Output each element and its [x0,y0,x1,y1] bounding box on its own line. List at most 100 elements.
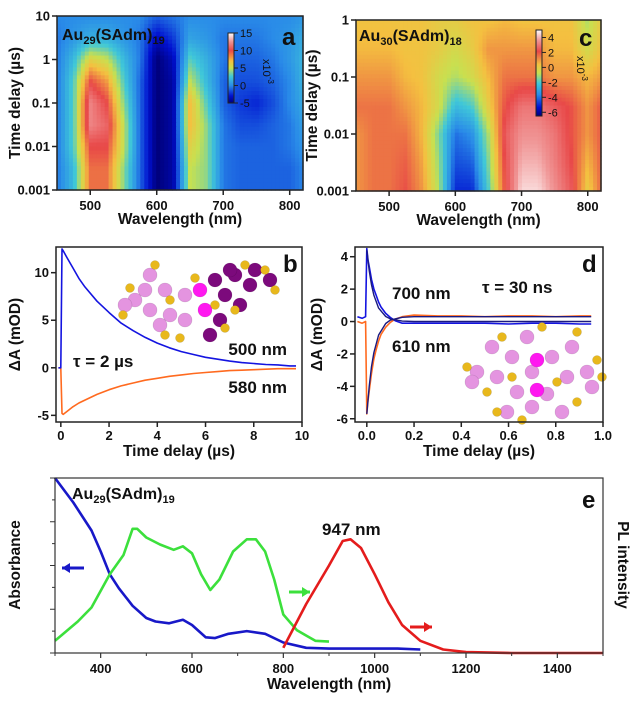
heatmap-cell [295,67,300,72]
heatmap-cell [577,66,582,72]
heatmap-cell [494,105,499,110]
heatmap-cell [124,154,130,159]
heatmap-cell [60,130,66,136]
heatmap-cell [287,166,292,171]
heatmap-cell [92,186,98,191]
heatmap-cell [176,47,181,53]
heatmap-cell [108,27,114,33]
heatmap-cell [431,132,436,138]
heatmap-cell [68,83,74,88]
heatmap-cell [283,170,288,175]
heatmap-cell [116,178,122,183]
heatmap-cell [359,93,365,99]
gold-atom [202,327,218,343]
heatmap-cell [239,154,245,159]
heatmap-cell [458,82,464,87]
heatmap-cell [160,186,165,191]
heatmap-cell [124,99,130,104]
heatmap-cell [160,138,165,144]
heatmap-cell [442,74,448,79]
heatmap-cell [120,170,126,175]
heatmap-cell [191,174,197,179]
heatmap-cell [116,182,122,187]
heatmap-cell [104,27,110,33]
heatmap-cell [597,89,602,95]
heatmap-cell [207,79,213,84]
heatmap-cell [80,99,86,104]
heatmap-cell [120,75,126,80]
heatmap-cell [120,91,126,96]
heatmap-cell [502,128,507,134]
heatmap-cell [243,138,249,144]
heatmap-cell [577,82,582,87]
sulfur-atom [220,323,230,333]
heatmap-cell [247,122,253,128]
heatmap-cell [283,75,288,80]
heatmap-cell [565,66,570,72]
heatmap-cell [403,39,408,44]
heatmap-cell [207,118,213,124]
heatmap-cell [391,27,397,33]
heatmap-cell [124,87,130,92]
heatmap-cell [96,130,102,136]
heatmap-cell [104,146,110,152]
heatmap-cell [363,47,369,52]
heatmap-cell [176,19,181,25]
heatmap-cell [387,58,393,64]
heatmap-cell [60,59,66,65]
heatmap-cell [395,140,401,145]
heatmap-cell [486,105,491,110]
heatmap-cell [80,23,86,29]
heatmap-cell [407,23,412,29]
heatmap-cell [76,95,82,100]
heatmap-cell [64,146,70,152]
heatmap-cell [486,74,491,79]
heatmap-cell [375,23,381,29]
heatmap-cell [156,150,161,155]
heatmap-cell [581,144,586,149]
heatmap-cell [235,174,241,179]
heatmap-cell [164,154,169,159]
heatmap-cell [132,91,137,96]
heatmap-cell [180,134,185,140]
heatmap-cell [494,93,499,99]
heatmap-cell [541,78,547,83]
heatmap-cell [279,142,284,148]
heatmap-cell [271,186,276,191]
heatmap-cell [203,182,209,187]
heatmap-cell [168,99,173,104]
heatmap-cell [521,132,527,138]
heatmap-cell [148,91,153,96]
heatmap-cell [187,138,193,144]
heatmap-cell [199,91,205,96]
heatmap-cell [502,35,507,41]
heatmap-cell [379,113,385,118]
heatmap-cell [255,79,260,84]
heatmap-cell [239,79,245,84]
heatmap-cell [557,121,563,126]
heatmap-cell [470,148,476,153]
heatmap-cell [407,62,412,68]
heatmap-cell [251,67,256,72]
heatmap-cell [140,27,145,33]
heatmap-cell [510,27,515,33]
heatmap-cell [172,106,177,112]
heatmap-cell [124,178,130,183]
heatmap-cell [148,35,153,41]
heatmap-cell [295,39,300,45]
heatmap-cell [271,170,276,175]
heatmap-cell [446,109,452,114]
heatmap-cell [502,82,507,87]
heatmap-cell [291,186,296,191]
heatmap-cell [581,54,586,60]
heatmap-cell [403,132,408,138]
heatmap-cell [490,66,495,72]
heatmap-cell [223,83,229,88]
heatmap-cell [84,158,90,163]
heatmap-cell [160,59,165,65]
heatmap-cell [431,93,436,99]
heatmap-cell [187,103,193,108]
heatmap-cell [466,20,472,25]
heatmap-cell [482,124,487,130]
heatmap-cell [371,54,377,60]
